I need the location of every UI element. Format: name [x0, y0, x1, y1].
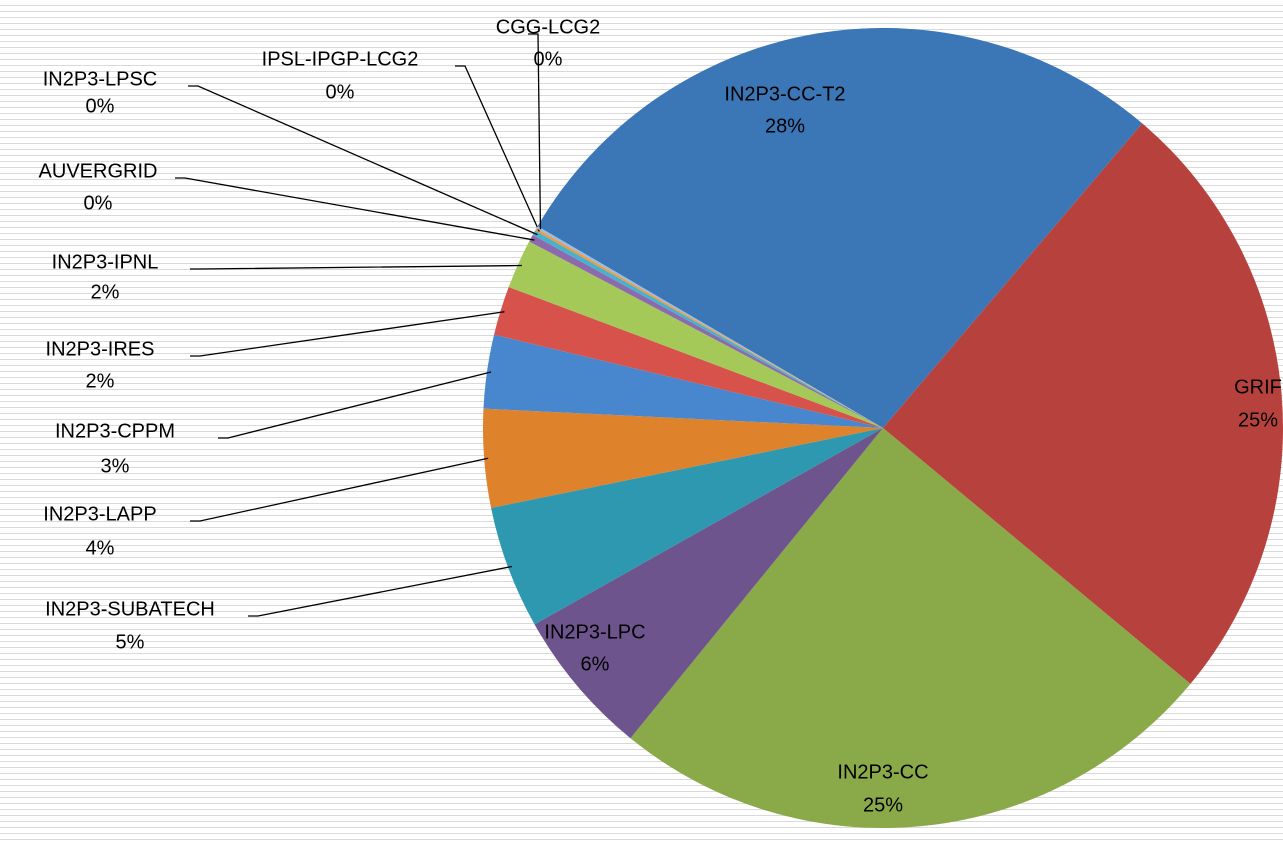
slice-name: IPSL-IPGP-LCG2 [262, 48, 419, 70]
slice-label: 2% [91, 281, 120, 303]
slice-name: IN2P3-CC [837, 761, 928, 783]
leader-line [188, 85, 538, 236]
leader-line [175, 177, 535, 241]
pie-slice [630, 428, 1191, 828]
slice-name: IN2P3-IRES [46, 338, 155, 360]
slice-name: IN2P3-LAPP [43, 503, 156, 525]
slice-label: 0% [326, 81, 355, 103]
pie-slice [532, 230, 883, 428]
slice-label: 2% [86, 370, 115, 392]
pie-slice [494, 286, 883, 428]
slice-label: 28% [765, 115, 805, 137]
leader-line [248, 565, 513, 617]
slice-label: 0% [86, 95, 115, 117]
slice-label: 6% [581, 653, 610, 675]
slice-label: 0% [534, 48, 563, 70]
pie-slice [483, 334, 883, 428]
slice-label: 25% [1238, 409, 1278, 431]
slice-name: IN2P3-CPPM [55, 420, 175, 442]
pie-slice [491, 428, 883, 625]
slice-name: AUVERGRID [39, 160, 158, 182]
pie-slice [508, 241, 883, 428]
pie-slice [529, 234, 883, 428]
pie-slice [537, 28, 1143, 428]
slice-name: GRIF [1234, 376, 1282, 398]
leader-line [190, 457, 489, 522]
slice-label: 3% [101, 455, 130, 477]
pie-slice [535, 228, 883, 428]
leader-line [190, 264, 522, 270]
leader-line [190, 311, 505, 357]
pie-slice [483, 408, 883, 508]
slice-name: IN2P3-CC-T2 [724, 83, 845, 105]
slice-name: IN2P3-LPC [544, 621, 645, 643]
slice-label: 0% [84, 192, 113, 214]
leader-line [528, 33, 542, 230]
slice-name: IN2P3-SUBATECH [45, 598, 215, 620]
slice-name: CGG-LCG2 [496, 16, 600, 38]
slice-label: 4% [86, 537, 115, 559]
slice-name: IN2P3-LPSC [43, 68, 158, 90]
pie-slice [536, 226, 883, 428]
pie-slice [534, 428, 883, 739]
slice-label: 5% [116, 631, 145, 653]
slice-label: 25% [863, 794, 903, 816]
slice-name: IN2P3-IPNL [52, 251, 159, 273]
leader-line [218, 371, 492, 439]
leader-line [455, 65, 540, 232]
pie-slice [883, 123, 1283, 684]
